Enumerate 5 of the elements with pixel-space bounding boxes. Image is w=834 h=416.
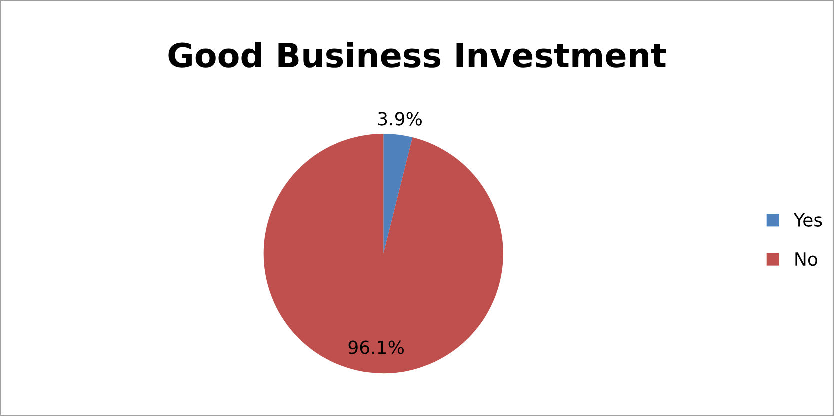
data-label: 96.1% bbox=[348, 340, 404, 354]
chart-title: Good Business Investment bbox=[168, 42, 666, 68]
legend-label: No bbox=[796, 252, 818, 266]
legend-label: Yes bbox=[794, 214, 822, 227]
data-label: 3.9% bbox=[378, 112, 422, 126]
